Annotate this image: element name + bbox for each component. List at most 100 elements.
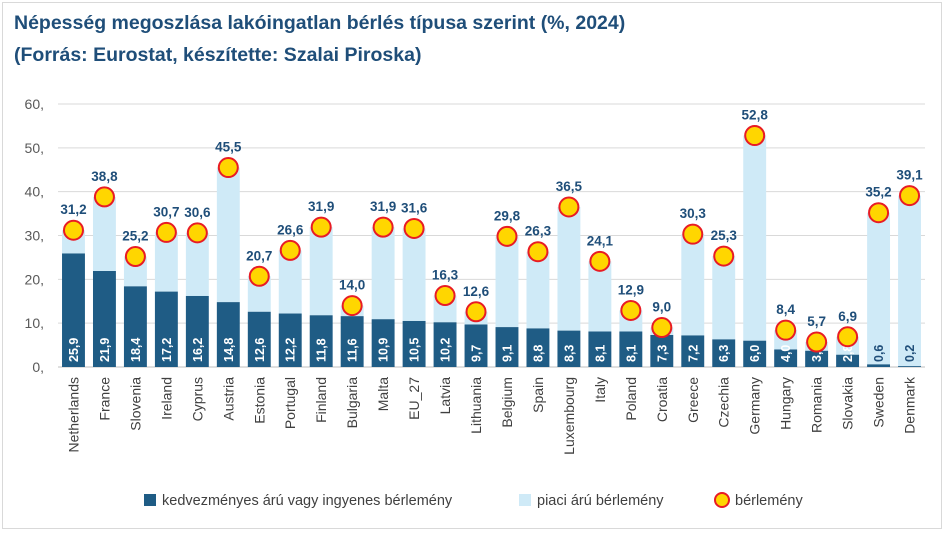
total-value-label: 16,3 (432, 268, 459, 283)
x-category-label: Greece (685, 377, 701, 423)
bar-market-rent (743, 135, 767, 341)
bar-value-label: 7,2 (686, 345, 700, 362)
bar-subsidised-rent (681, 335, 705, 367)
x-category-label: EU_27 (406, 377, 422, 420)
bar-value-label: 11,8 (315, 338, 329, 362)
total-value-label: 31,6 (401, 200, 428, 215)
bar-market-rent (278, 250, 302, 314)
total-marker (837, 326, 859, 348)
bar-subsidised-rent (92, 271, 116, 367)
bar-subsidised-rent (557, 330, 581, 367)
bar-value-label: 10,5 (408, 338, 422, 362)
total-marker (527, 241, 549, 263)
total-marker (744, 125, 766, 147)
total-value-label: 30,7 (153, 204, 179, 219)
total-value-label: 39,1 (896, 168, 923, 183)
bar-subsidised-rent (154, 291, 178, 367)
bar-market-rent (526, 251, 550, 329)
total-value-label: 31,2 (60, 202, 86, 217)
x-category-label: Romania (809, 377, 825, 433)
total-value-label: 30,6 (184, 205, 211, 220)
chart-subtitle: (Forrás: Eurostat, készítette: Szalai Pi… (14, 44, 422, 66)
x-category-label: Finland (313, 377, 329, 423)
bar-subsidised-rent (433, 322, 457, 367)
total-value-label: 6,9 (838, 309, 857, 324)
total-value-label: 5,7 (807, 314, 826, 329)
bar-market-rent (216, 167, 240, 303)
total-marker (868, 202, 890, 224)
bar-market-rent (867, 212, 891, 365)
total-marker (775, 319, 797, 341)
x-category-label: Slovakia (840, 377, 856, 430)
bar-subsidised-rent (278, 313, 302, 367)
total-marker (465, 301, 487, 323)
bar-value-label: 11,6 (346, 338, 360, 362)
bar-subsidised-rent (495, 327, 519, 367)
bar-value-label: 0,2 (903, 345, 917, 362)
bar-value-label: 2,8 (841, 345, 855, 362)
total-value-label: 25,2 (122, 229, 148, 244)
total-value-label: 14,0 (339, 278, 365, 293)
total-marker (403, 217, 425, 239)
bar-subsidised-rent (588, 331, 612, 367)
legend-swatch-subsidised (144, 494, 156, 506)
x-category-label: Italy (592, 377, 608, 403)
x-category-label: Belgium (499, 377, 515, 428)
total-value-label: 36,5 (556, 179, 583, 194)
x-category-label: Malta (375, 377, 391, 411)
bar-subsidised-rent (898, 366, 921, 367)
x-category-label: Portugal (282, 377, 298, 429)
total-marker (279, 239, 301, 261)
bar-subsidised-rent (62, 253, 85, 367)
bar-market-rent (247, 276, 271, 312)
bar-value-label: 17,2 (160, 338, 174, 362)
bar-value-label: 0,6 (872, 345, 886, 362)
bar-value-label: 10,9 (377, 338, 391, 362)
total-marker (713, 245, 735, 267)
bar-value-label: 12,2 (284, 338, 298, 362)
y-tick-label: 50, (25, 140, 44, 156)
bar-subsidised-rent (371, 319, 395, 367)
bar-market-rent (588, 261, 612, 332)
bar-market-rent (402, 228, 426, 321)
bar-subsidised-rent (619, 331, 643, 367)
bar-market-rent (154, 232, 178, 292)
x-category-label: Estonia (251, 377, 267, 424)
legend-swatch-market (519, 494, 531, 506)
total-marker (248, 265, 270, 287)
x-category-label: Netherlands (65, 377, 81, 453)
y-tick-label: 20, (25, 271, 44, 287)
y-tick-label: 0, (32, 359, 44, 375)
total-marker (372, 216, 394, 238)
legend: kedvezményes árú vagy ingyenes bérlemény… (144, 492, 803, 509)
total-marker (62, 219, 84, 241)
bar-market-rent (185, 232, 209, 296)
bar-market-rent (495, 236, 519, 328)
bars: 25,9 31,2 21,9 38,8 18,4 25,2 17,2 30,7 16,2 30,6… (60, 108, 923, 367)
bar-market-rent (309, 227, 333, 316)
total-marker (496, 225, 518, 247)
total-marker (186, 222, 208, 244)
total-marker (217, 157, 239, 179)
bar-value-label: 25,9 (67, 338, 81, 362)
bar-subsidised-rent (867, 364, 891, 367)
total-marker (620, 299, 642, 321)
x-category-label: France (96, 377, 112, 421)
bar-value-label: 9,7 (470, 345, 484, 362)
total-marker (155, 221, 177, 243)
bar-subsidised-rent (650, 335, 674, 367)
bar-value-label: 18,4 (129, 338, 143, 362)
bar-value-label: 9,1 (500, 345, 514, 362)
bar-subsidised-rent (743, 340, 767, 367)
x-category-label: Poland (623, 377, 639, 421)
bar-value-label: 8,3 (562, 345, 576, 362)
x-category-label: Cyprus (189, 377, 205, 421)
total-value-label: 12,9 (618, 282, 644, 297)
total-marker (558, 196, 580, 218)
bar-subsidised-rent (712, 339, 736, 367)
total-marker (589, 250, 611, 272)
total-marker (341, 295, 363, 317)
x-category-label: Luxembourg (561, 377, 577, 455)
bar-subsidised-rent (247, 311, 271, 367)
